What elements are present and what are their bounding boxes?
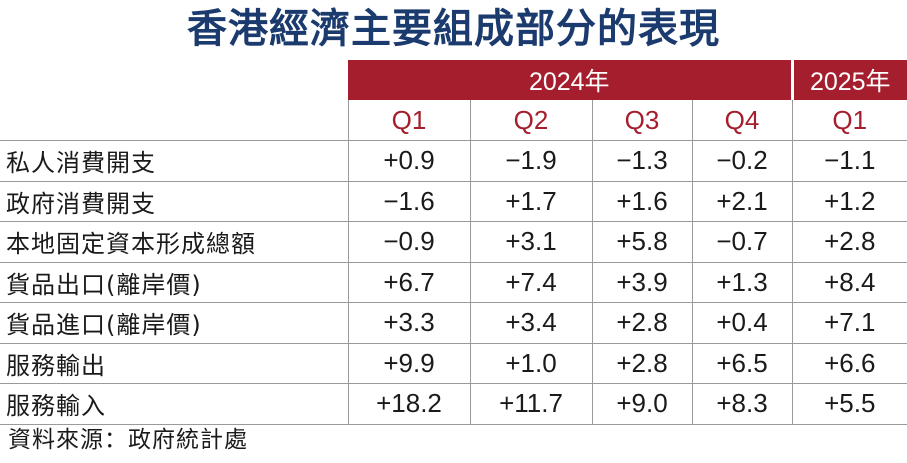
value-cell: +2.8 [591,302,692,344]
value-cell: +6.6 [791,343,907,384]
gdp-components-table: 2024年 2025年 Q1 Q2 Q3 Q4 Q1 私人消費開支 +0.9 −1.… [0,60,907,425]
value-cell: +18.2 [347,383,470,425]
value-cell: −1.1 [791,140,907,182]
quarter-header-2024-q4: Q4 [691,100,792,141]
source-note: 資料來源：政府統計處 [8,427,248,453]
quarter-header-2024-q1: Q1 [347,100,470,141]
table-row: 服務輸出 +9.9 +1.0 +2.8 +6.5 +6.6 [0,343,907,384]
value-cell: +2.1 [691,181,792,222]
value-cell: +1.7 [469,181,592,222]
quarter-header-row: Q1 Q2 Q3 Q4 Q1 [0,100,907,141]
value-cell: −0.7 [691,221,792,263]
value-cell: +8.4 [791,262,907,303]
value-cell: +3.3 [347,302,470,344]
value-cell: +5.5 [791,383,907,425]
table-row: 服務輸入 +18.2 +11.7 +9.0 +8.3 +5.5 [0,383,907,425]
value-cell: +1.0 [469,343,592,384]
value-cell: +3.4 [469,302,592,344]
value-cell: +6.5 [691,343,792,384]
value-cell: +7.4 [469,262,592,303]
value-cell: +9.0 [591,383,692,425]
value-cell: +1.6 [591,181,692,222]
row-label: 服務輸入 [0,383,348,425]
quarter-header-2025-q1: Q1 [791,100,907,141]
row-label: 服務輸出 [0,343,348,384]
row-label: 本地固定資本形成總額 [0,221,348,263]
year-2025-header: 2025年 [790,60,907,100]
value-cell: +5.8 [591,221,692,263]
quarter-header-2024-q2: Q2 [469,100,592,141]
page-title: 香港經濟主要組成部分的表現 [187,6,720,52]
value-cell: +9.9 [347,343,470,384]
value-cell: −0.2 [691,140,792,182]
value-cell: +2.8 [791,221,907,263]
value-cell: +0.4 [691,302,792,344]
header-blank-cell [0,60,348,100]
row-label: 私人消費開支 [0,140,348,182]
value-cell: +8.3 [691,383,792,425]
value-cell: +6.7 [347,262,470,303]
row-label: 貨品進口(離岸價) [0,302,348,344]
year-header-row: 2024年 2025年 [0,60,907,100]
table-row: 貨品進口(離岸價) +3.3 +3.4 +2.8 +0.4 +7.1 [0,302,907,344]
value-cell: −1.6 [347,181,470,222]
value-cell: −1.9 [469,140,592,182]
year-2024-header: 2024年 [348,60,792,100]
table-row: 私人消費開支 +0.9 −1.9 −1.3 −0.2 −1.1 [0,140,907,182]
quarter-header-2024-q3: Q3 [591,100,692,141]
table-row: 貨品出口(離岸價) +6.7 +7.4 +3.9 +1.3 +8.4 [0,262,907,303]
value-cell: +7.1 [791,302,907,344]
table-row: 政府消費開支 −1.6 +1.7 +1.6 +2.1 +1.2 [0,181,907,222]
value-cell: +3.1 [469,221,592,263]
value-cell: +1.2 [791,181,907,222]
value-cell: +11.7 [469,383,592,425]
value-cell: −1.3 [591,140,692,182]
table-body: 私人消費開支 +0.9 −1.9 −1.3 −0.2 −1.1 政府消費開支 −1.6 +1.7… [0,140,907,425]
value-cell: +1.3 [691,262,792,303]
value-cell: +2.8 [591,343,692,384]
value-cell: +0.9 [347,140,470,182]
value-cell: −0.9 [347,221,470,263]
row-label: 貨品出口(離岸價) [0,262,348,303]
table-row: 本地固定資本形成總額 −0.9 +3.1 +5.8 −0.7 +2.8 [0,221,907,263]
row-label: 政府消費開支 [0,181,348,222]
value-cell: +3.9 [591,262,692,303]
quarter-label-blank [0,100,348,141]
